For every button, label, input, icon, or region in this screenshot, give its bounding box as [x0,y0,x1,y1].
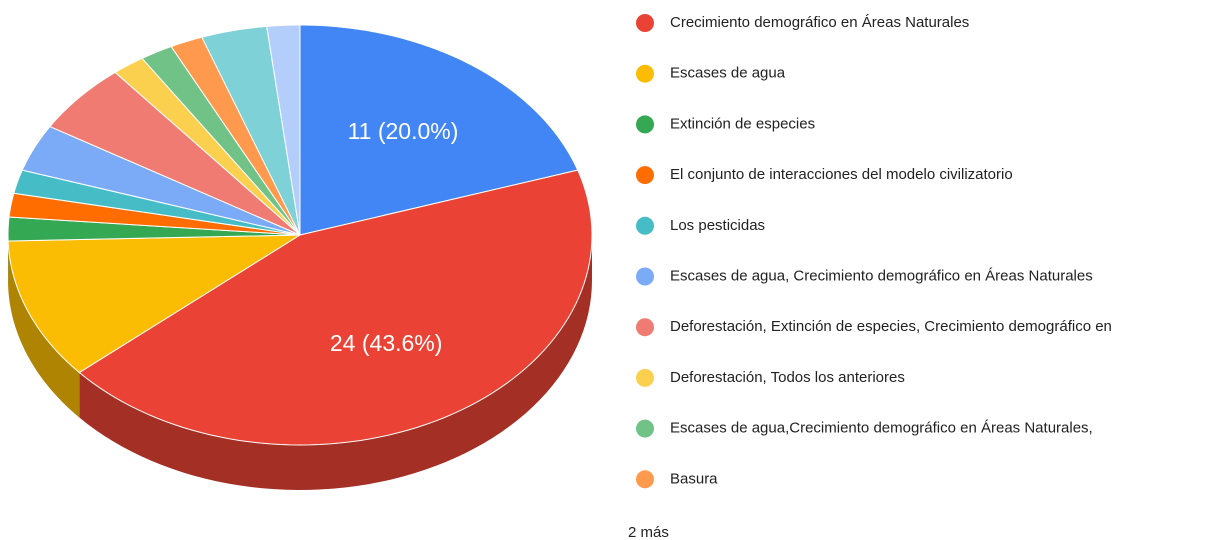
slice [266,24,301,236]
legend-label: Escases de agua, Crecimiento demográfico… [670,267,1093,284]
legend-label: Deforestación, Todos los anteriores [670,369,905,386]
slice [170,36,301,236]
data-label: 11 (20.0%) [348,118,459,144]
legend-swatch [636,14,654,32]
legend-more: 2 más [628,524,669,540]
legend-label: Deforestación, Extinción de especies, Cr… [670,318,1112,335]
legend-label: Escases de agua,Crecimiento demográfico … [670,420,1093,437]
legend-label: Extinción de especies [670,115,815,132]
slice-side [8,240,80,418]
legend-label: Crecimiento demográfico en Áreas Natural… [670,14,969,31]
slice [141,45,301,236]
slice-side [79,235,593,490]
slice [201,25,301,236]
legend-swatch [636,318,654,337]
slice [78,169,593,446]
legend-label: Escases de agua [670,65,786,82]
legend-swatch [636,470,654,489]
slice [299,24,579,236]
legend-swatch [636,216,654,235]
slice [49,71,301,236]
slice [21,125,301,236]
legend-label: Los pesticidas [670,217,765,234]
legend-swatch [636,419,654,438]
slice [114,57,301,236]
legend-swatch [636,64,654,83]
legend-swatch [636,267,654,286]
slice [7,234,302,374]
legend-swatch [636,368,654,387]
legend-label: Basura [670,470,718,487]
data-label: 24 (43.6%) [330,330,443,356]
slice [7,216,301,242]
legend-swatch [636,115,654,134]
legend-swatch [636,166,654,185]
legend-label: El conjunto de interacciones del modelo … [670,166,1013,183]
